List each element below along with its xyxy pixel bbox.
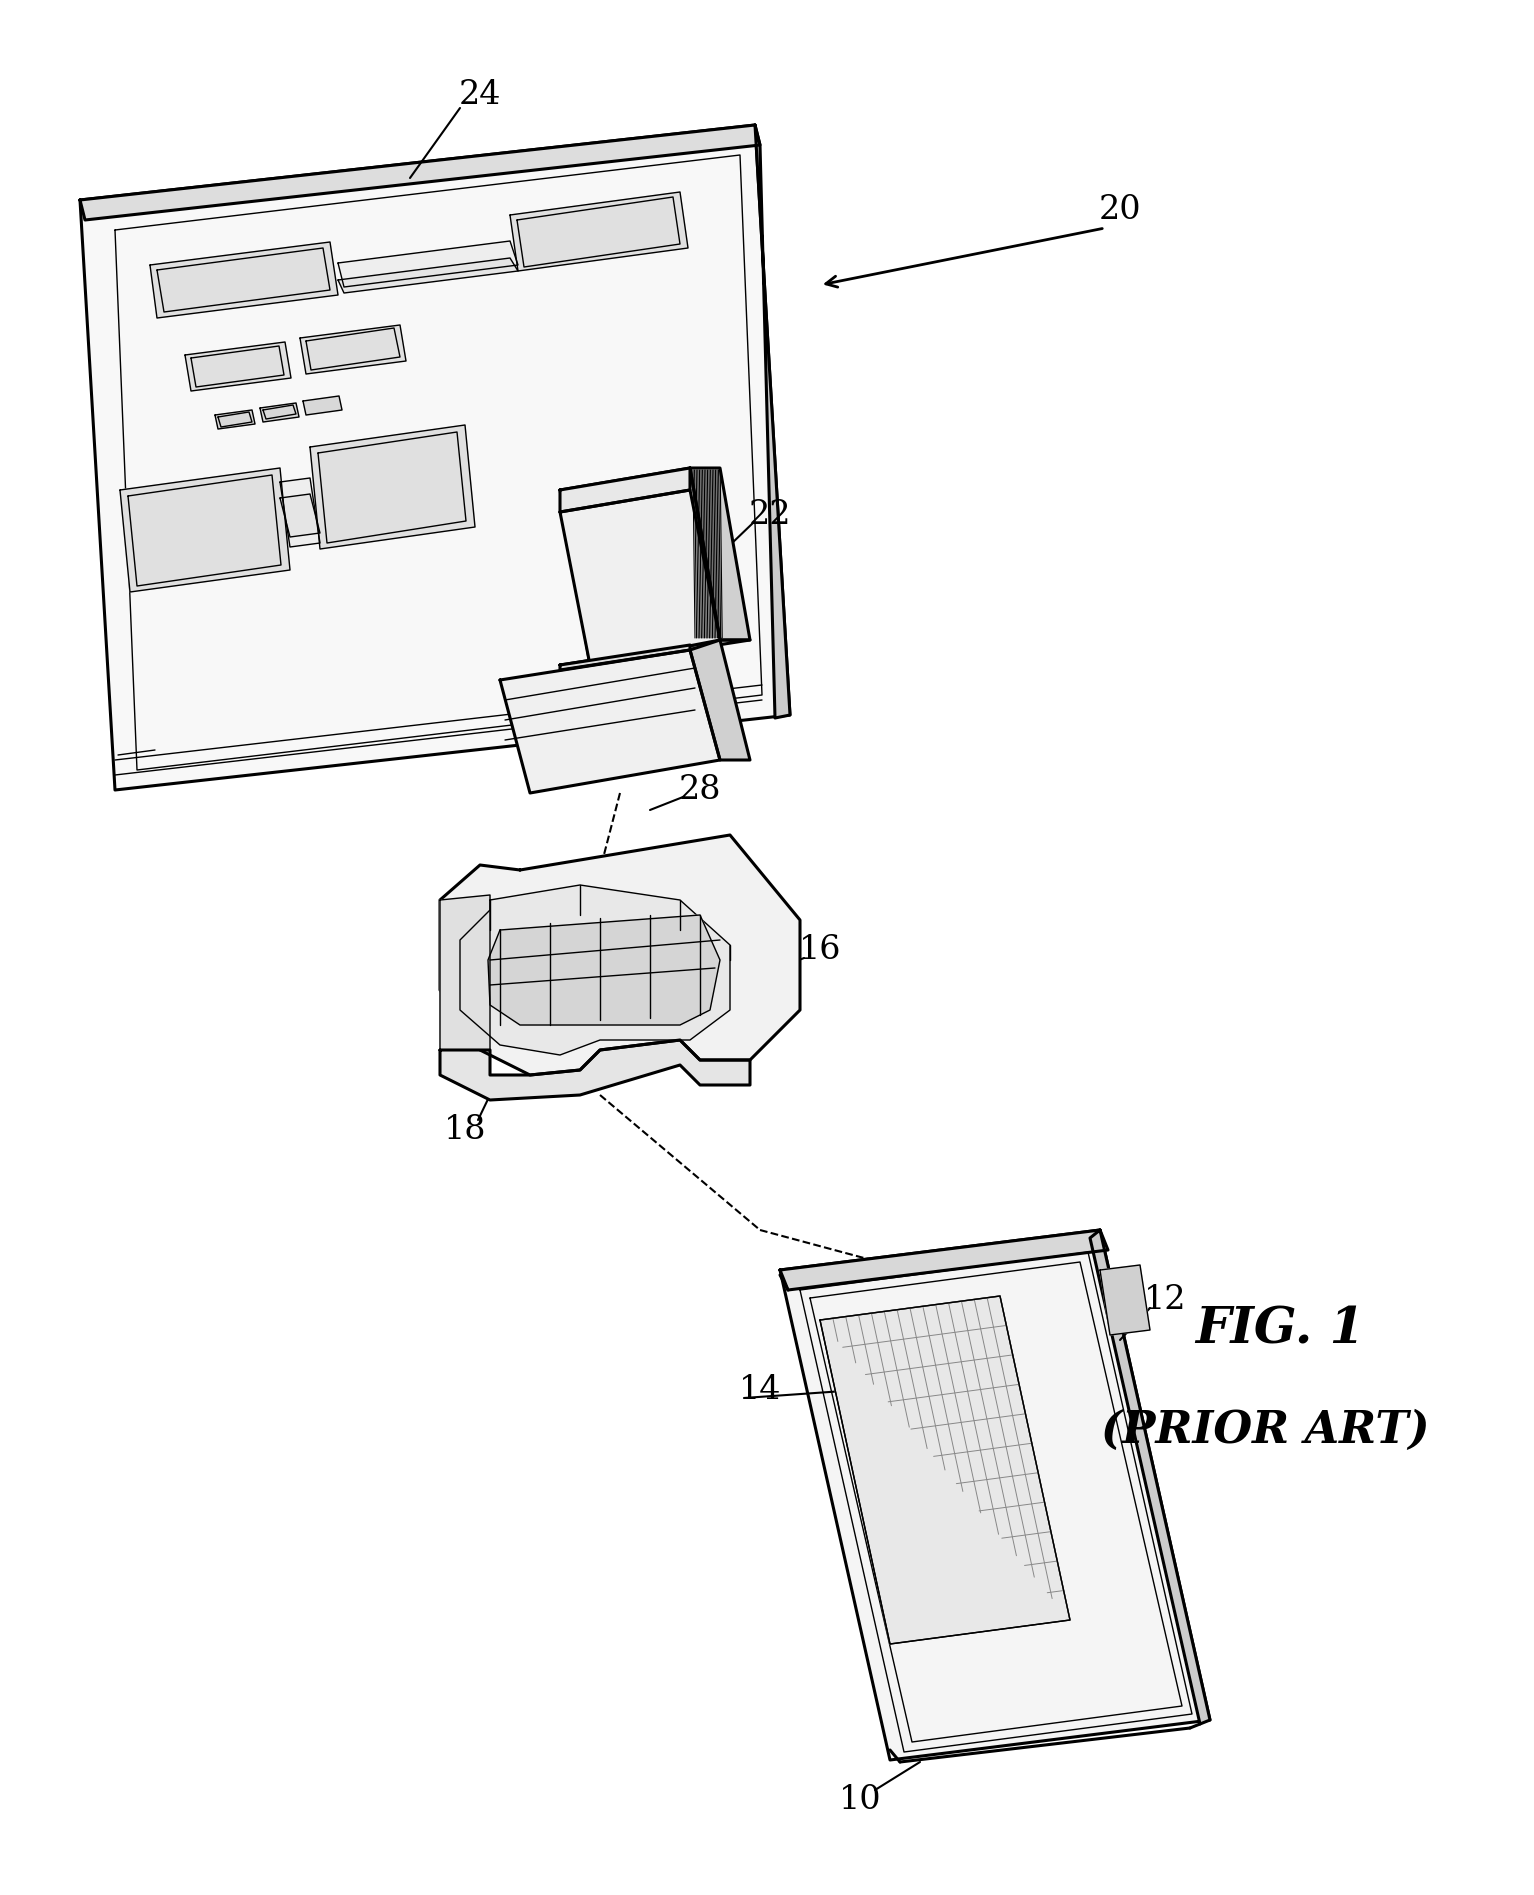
Polygon shape [560,641,750,665]
Polygon shape [1091,1230,1210,1724]
Polygon shape [440,894,489,1050]
Text: 14: 14 [739,1374,781,1406]
Polygon shape [560,491,719,665]
Polygon shape [80,125,759,220]
Polygon shape [488,915,719,1025]
Polygon shape [779,1230,1210,1760]
Text: FIG. 1: FIG. 1 [1195,1306,1365,1355]
Polygon shape [1100,1266,1150,1334]
Text: 24: 24 [459,80,502,112]
Polygon shape [120,468,290,591]
Polygon shape [755,125,790,718]
Polygon shape [560,644,690,671]
Polygon shape [80,125,790,790]
Polygon shape [215,409,255,428]
Polygon shape [500,650,719,792]
Text: 26: 26 [173,498,216,531]
Polygon shape [560,468,719,665]
Polygon shape [779,1230,1108,1290]
Polygon shape [259,404,299,423]
Polygon shape [186,341,291,390]
Polygon shape [281,495,321,536]
Text: 22: 22 [749,498,792,531]
Polygon shape [690,468,750,641]
Text: 12: 12 [1144,1285,1186,1315]
Text: 10: 10 [839,1783,882,1815]
Text: 16: 16 [799,934,841,966]
Polygon shape [440,836,801,1074]
Polygon shape [560,468,690,512]
Text: 20: 20 [1098,193,1141,226]
Polygon shape [821,1296,1071,1645]
Polygon shape [509,191,689,271]
Text: (PRIOR ART): (PRIOR ART) [1101,1408,1430,1452]
Polygon shape [690,641,750,760]
Polygon shape [337,241,518,286]
Polygon shape [460,885,730,1056]
Polygon shape [301,326,407,373]
Polygon shape [440,1040,750,1099]
Polygon shape [337,258,518,294]
Text: 28: 28 [678,773,721,805]
Polygon shape [304,396,342,415]
Polygon shape [310,424,476,550]
Text: 18: 18 [443,1114,486,1146]
Polygon shape [150,243,337,318]
Polygon shape [281,478,321,548]
